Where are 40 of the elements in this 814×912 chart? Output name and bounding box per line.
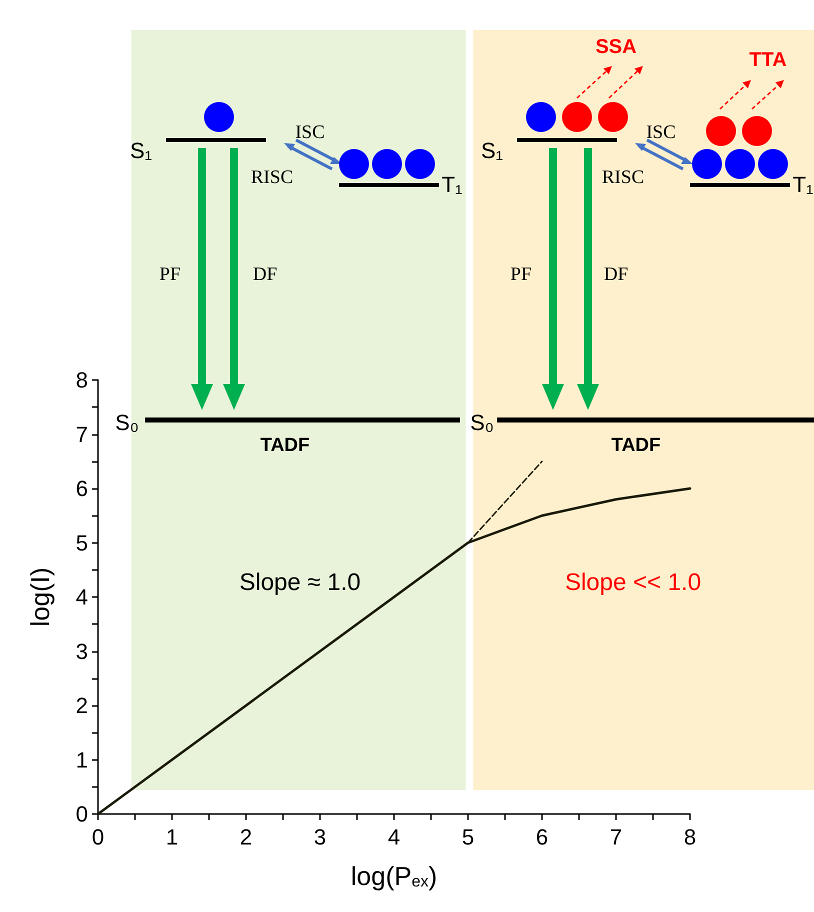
x-tick-label: 2 [240, 824, 252, 850]
x-tick-label: 4 [388, 824, 400, 850]
y-tick-label: 8 [76, 368, 88, 392]
y-tick-label: 4 [76, 584, 88, 610]
x-tick-label: 1 [166, 824, 178, 850]
annotation: Slope ≈ 1.0 [239, 569, 361, 596]
annotation: TADF [260, 435, 310, 456]
annotation: Slope << 1.0 [564, 569, 702, 596]
y-tick-label: 7 [76, 422, 88, 447]
annotation: TADF [611, 435, 661, 456]
x-tick-label: 6 [536, 824, 548, 850]
x-tick-label: 0 [92, 824, 104, 850]
text: ISC [646, 122, 676, 143]
x-tick-label: 7 [610, 824, 622, 850]
text: S₁ [130, 138, 152, 163]
annotation: S₀ [115, 410, 139, 435]
text: S₁ [480, 138, 504, 163]
y-tick-label: 3 [76, 638, 88, 664]
x-axis-title: log(Pex) [350, 861, 438, 891]
text: DF [252, 264, 278, 285]
y-tick-label: 2 [76, 693, 88, 718]
text: PF [510, 264, 532, 285]
y-tick-label: 6 [76, 476, 88, 501]
y-tick-label: 1 [76, 747, 88, 772]
annotation: S₀ [470, 410, 494, 435]
y-axis-title: log(I) [25, 567, 55, 627]
text: T₁ [442, 172, 462, 197]
x-tick-label: 8 [684, 824, 696, 850]
text: SSA [595, 36, 637, 58]
text: ISC [295, 122, 325, 143]
text: DF [604, 264, 628, 285]
text: T₁ [792, 172, 814, 197]
y-tick-label: 0 [76, 802, 88, 826]
x-tick-label: 3 [314, 824, 326, 850]
x-tick-label: 5 [462, 824, 474, 850]
text: PF [159, 264, 181, 285]
text: TTA [749, 49, 787, 71]
text: RISC [250, 167, 294, 188]
y-tick-label: 5 [76, 530, 88, 556]
text: RISC [602, 167, 644, 188]
